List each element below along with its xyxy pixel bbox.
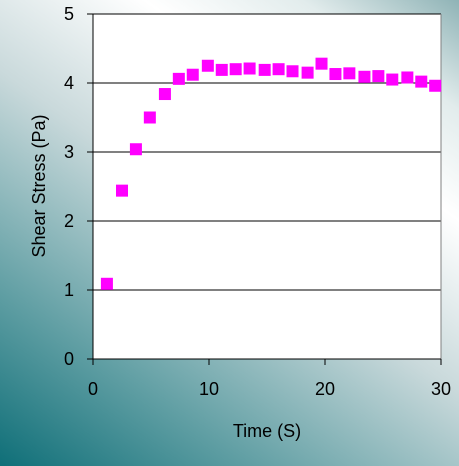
x-tick-label-0: 0 [88,379,98,399]
y-tick-label-1: 1 [64,280,74,300]
data-point [100,277,113,290]
x-tick-label-20: 20 [315,379,335,399]
y-tick-label-2: 2 [64,211,74,231]
y-tick-label-4: 4 [64,73,74,93]
gridlines [93,13,441,291]
axes [87,13,442,365]
y-tick-label-3: 3 [64,142,74,162]
data-point [415,75,428,88]
data-point [329,68,342,81]
data-point [272,63,285,76]
data-point [143,111,156,124]
x-axis-title: Time (S) [233,421,301,441]
data-point [343,67,356,80]
data-point [158,88,171,101]
x-tick-label-10: 10 [199,379,219,399]
data-point [401,71,414,84]
data-point [172,72,185,85]
data-point [186,68,199,81]
data-point [258,63,271,76]
data-point [116,184,128,197]
tick-labels: 0 1 2 3 4 5 0 10 20 30 [64,4,451,399]
data-point [315,57,328,70]
data-point [301,66,314,79]
data-point [286,65,299,78]
data-points [100,57,442,290]
data-point [229,63,242,76]
data-point [429,79,442,92]
data-point [358,70,371,83]
data-point [372,70,385,83]
y-tick-label-5: 5 [64,4,74,24]
y-tick-label-0: 0 [64,349,74,369]
y-axis-title: Shear Stress (Pa) [29,114,49,257]
x-tick-label-30: 30 [431,379,451,399]
data-point [129,143,142,156]
data-point [201,59,214,72]
data-point [243,62,256,75]
data-point [215,63,228,76]
data-point [386,73,399,86]
